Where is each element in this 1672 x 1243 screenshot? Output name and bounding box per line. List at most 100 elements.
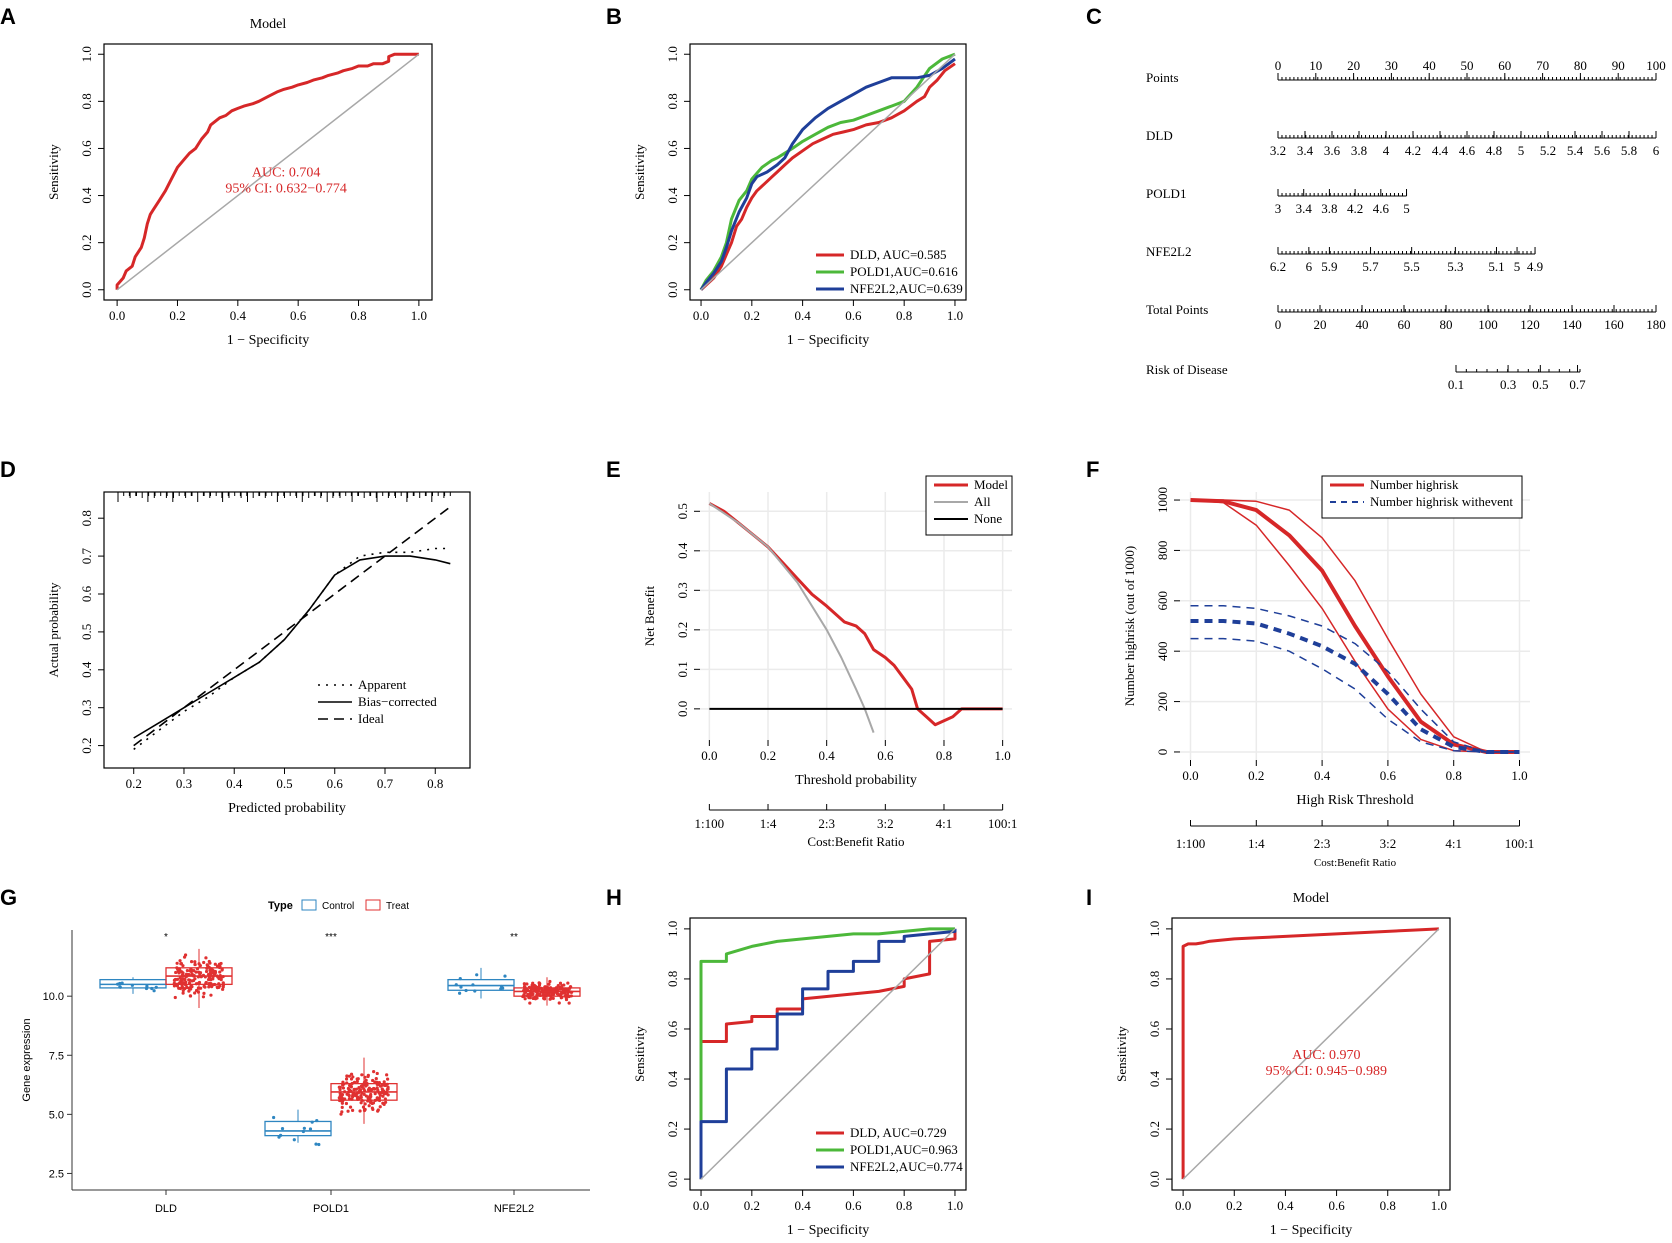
legend-label: POLD1,AUC=0.616: [850, 264, 958, 279]
data-point: [211, 977, 215, 981]
cost-benefit-label: 1:4: [1248, 836, 1265, 851]
x-tick-label: 0.6: [290, 308, 307, 323]
nomogram-tick-label: 70: [1536, 58, 1549, 73]
nomogram-tick-label: 4.4: [1432, 143, 1449, 158]
data-point: [183, 987, 187, 991]
y-tick-label: 0.2: [675, 622, 690, 638]
nomogram-tick-label: 5.9: [1321, 259, 1337, 274]
nomogram-tick-label: 3.8: [1321, 201, 1337, 216]
x-tick-label: 0.8: [936, 748, 952, 763]
x-tick-label: 0.4: [794, 1198, 811, 1213]
panel-letter-c: C: [1086, 4, 1102, 29]
data-point: [208, 961, 212, 965]
data-point: [522, 982, 526, 986]
data-point: [198, 971, 203, 975]
data-point: [374, 1077, 378, 1081]
data-point: [218, 970, 222, 974]
y-tick-label: 0.8: [79, 510, 94, 526]
series-line-diag: [700, 53, 956, 291]
data-point: [181, 964, 185, 968]
nomogram-tick-label: 100: [1478, 317, 1498, 332]
nomogram-tick-label: 5.4: [1567, 143, 1584, 158]
nomogram-tick-label: 0: [1275, 58, 1282, 73]
x-tick-label: 0.8: [1446, 768, 1462, 783]
x-tick-label: 0.2: [126, 776, 142, 791]
y-tick-label: 0.1: [675, 661, 690, 677]
y-tick-label: 0.6: [1147, 1020, 1162, 1037]
nomogram-tick-label: 30: [1385, 58, 1398, 73]
data-point: [362, 1087, 366, 1091]
data-point: [292, 1138, 296, 1142]
data-point: [499, 987, 503, 991]
nomogram-tick-label: 100: [1646, 58, 1666, 73]
cost-benefit-label: 3:2: [877, 816, 894, 831]
y-tick-label: 0.8: [665, 93, 680, 109]
data-point: [364, 1078, 368, 1083]
data-point: [184, 980, 188, 984]
data-point: [381, 1094, 385, 1098]
data-point: [209, 969, 214, 973]
legend-label: Number highrisk: [1370, 477, 1459, 492]
nomogram-tick-label: 6.2: [1270, 259, 1286, 274]
significance-stars: **: [510, 932, 518, 943]
nomogram-tick-label: 4.2: [1347, 201, 1363, 216]
data-point: [526, 992, 530, 997]
nomogram-tick-label: 0: [1275, 317, 1282, 332]
y-axis-title: Number highrisk (out of 1000): [1122, 546, 1137, 706]
nomogram-tick-label: 3: [1275, 201, 1282, 216]
nomogram-tick-label: 3.2: [1270, 143, 1286, 158]
y-axis-title: Sensitivity: [632, 144, 647, 200]
x-tick-label: 0.4: [1314, 768, 1331, 783]
data-point: [358, 1088, 363, 1092]
nomogram-tick-label: 4.9: [1527, 259, 1543, 274]
data-point: [530, 983, 534, 987]
nomogram-tick-label: 5.6: [1594, 143, 1611, 158]
data-point: [372, 1086, 376, 1091]
y-tick-label: 0.0: [665, 282, 680, 298]
y-tick-label: 0.2: [79, 235, 94, 251]
nomogram-tick-label: 80: [1440, 317, 1453, 332]
x-tick-label: POLD1: [313, 1203, 349, 1215]
data-point: [528, 1001, 532, 1005]
data-point: [371, 1078, 375, 1083]
data-point: [370, 1106, 374, 1110]
data-point: [386, 1077, 390, 1081]
y-tick-label: 0.4: [79, 661, 94, 678]
data-point: [175, 984, 179, 988]
data-point: [181, 977, 185, 981]
panel-d: 0.2 0.3 0.4 0.5 0.6 0.7 0.8 0.2 0.3 0.4 0.5 0.6 0.7 0…: [46, 491, 471, 816]
y-tick-label: 0.6: [79, 585, 94, 602]
data-point: [375, 1071, 379, 1076]
data-point: [220, 968, 224, 972]
data-point: [181, 971, 185, 975]
data-point: [202, 960, 206, 965]
y-tick-label: 400: [1155, 641, 1170, 661]
x-tick-label: 0.6: [845, 308, 862, 323]
panel-letter-f: F: [1086, 457, 1099, 482]
y-axis-title: Sensitivity: [46, 144, 61, 200]
data-point: [361, 1105, 366, 1109]
cost-benefit-label: 4:1: [936, 816, 953, 831]
data-point: [202, 991, 206, 995]
data-point: [346, 1109, 350, 1113]
data-point: [523, 997, 527, 1001]
ci-annotation: 95% CI: 0.945−0.989: [1266, 1064, 1387, 1079]
data-point: [358, 1109, 362, 1113]
data-point: [203, 985, 207, 989]
legend-label: Control: [322, 901, 354, 912]
x-tick-label: DLD: [155, 1203, 177, 1215]
y-tick-label: 0.8: [1147, 971, 1162, 987]
data-point: [339, 1112, 343, 1116]
data-point: [179, 962, 183, 966]
cost-benefit-label: 3:2: [1380, 836, 1397, 851]
data-point: [172, 984, 177, 988]
data-point: [380, 1083, 384, 1087]
legend-label: Bias−corrected: [358, 694, 437, 709]
data-point: [344, 1101, 349, 1106]
data-point: [219, 976, 223, 981]
auc-annotation: AUC: 0.704: [252, 166, 320, 181]
legend-label: Ideal: [358, 711, 384, 726]
nomogram-row-label: POLD1: [1146, 186, 1186, 201]
x-axis-title: High Risk Threshold: [1296, 793, 1413, 808]
